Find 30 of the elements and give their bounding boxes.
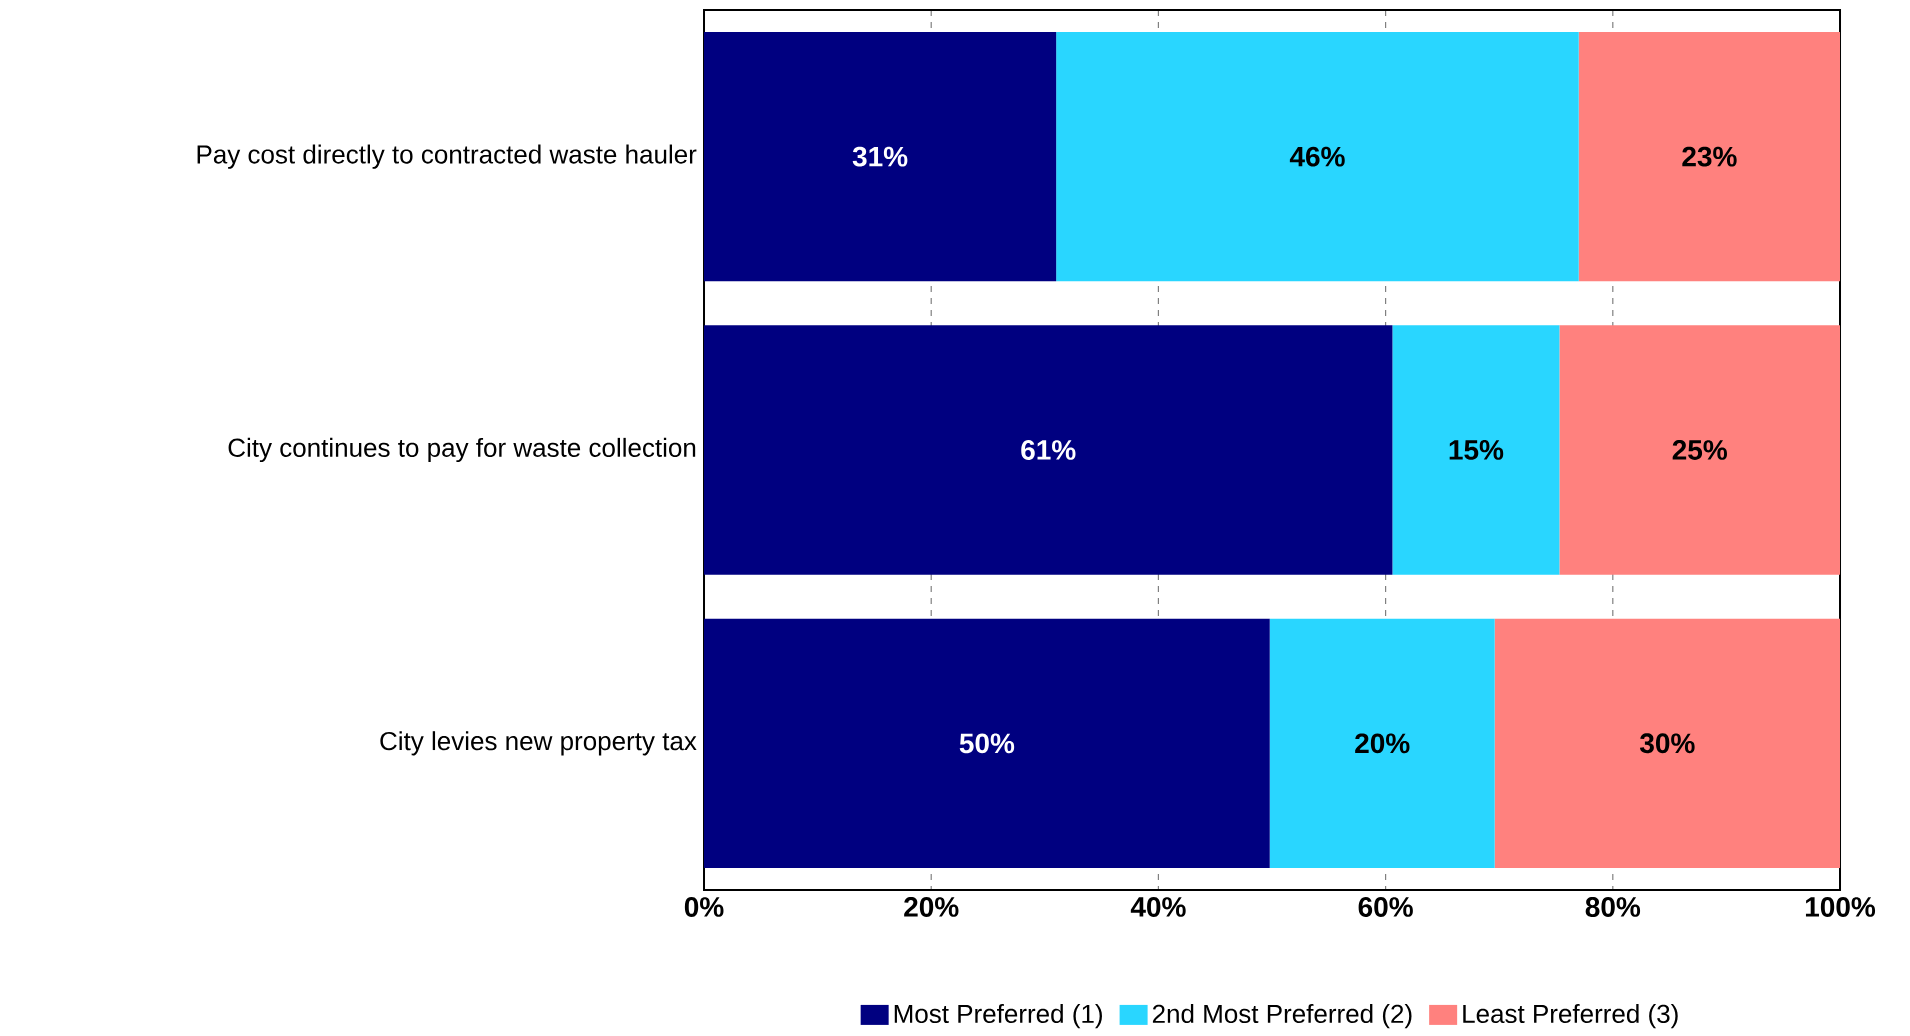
data-label: 20%	[1355, 733, 1410, 754]
bar	[1269, 618, 1495, 868]
legend-label: Most Preferred (1)	[894, 1003, 1102, 1029]
bar	[1056, 31, 1579, 282]
data-label: 23%	[1682, 146, 1737, 167]
data-label: 15%	[1449, 440, 1504, 460]
bar	[1559, 325, 1841, 575]
data-label: 25%	[1672, 440, 1727, 460]
data-label: 50%	[959, 733, 1015, 754]
bar	[1392, 325, 1560, 575]
x-tick-label: 40%	[1130, 897, 1186, 917]
x-tick-label: 60%	[1358, 897, 1413, 917]
bar	[704, 618, 1270, 868]
y-tick-label: Pay cost directly to contracted waste hauler	[197, 144, 697, 169]
data-label: 46%	[1289, 146, 1345, 167]
x-tick-label: 100%	[1805, 897, 1876, 917]
legend-label: Least Preferred (3)	[1463, 1003, 1678, 1029]
data-label: 31%	[852, 146, 908, 167]
data-label: 30%	[1639, 733, 1695, 754]
bar	[1578, 31, 1841, 282]
data-label: 61%	[1021, 440, 1076, 460]
legend-label: 2nd Most Preferred (2)	[1152, 1003, 1412, 1029]
y-tick-label: City levies new property tax	[380, 731, 697, 756]
x-tick-label: 20%	[904, 897, 959, 917]
x-tick-label: 0%	[684, 897, 724, 917]
bar	[704, 31, 1057, 282]
bar	[1494, 618, 1841, 868]
bar	[704, 325, 1393, 575]
x-tick-label: 80%	[1585, 897, 1641, 917]
y-tick-label: City continues to pay for waste collection	[228, 437, 696, 463]
